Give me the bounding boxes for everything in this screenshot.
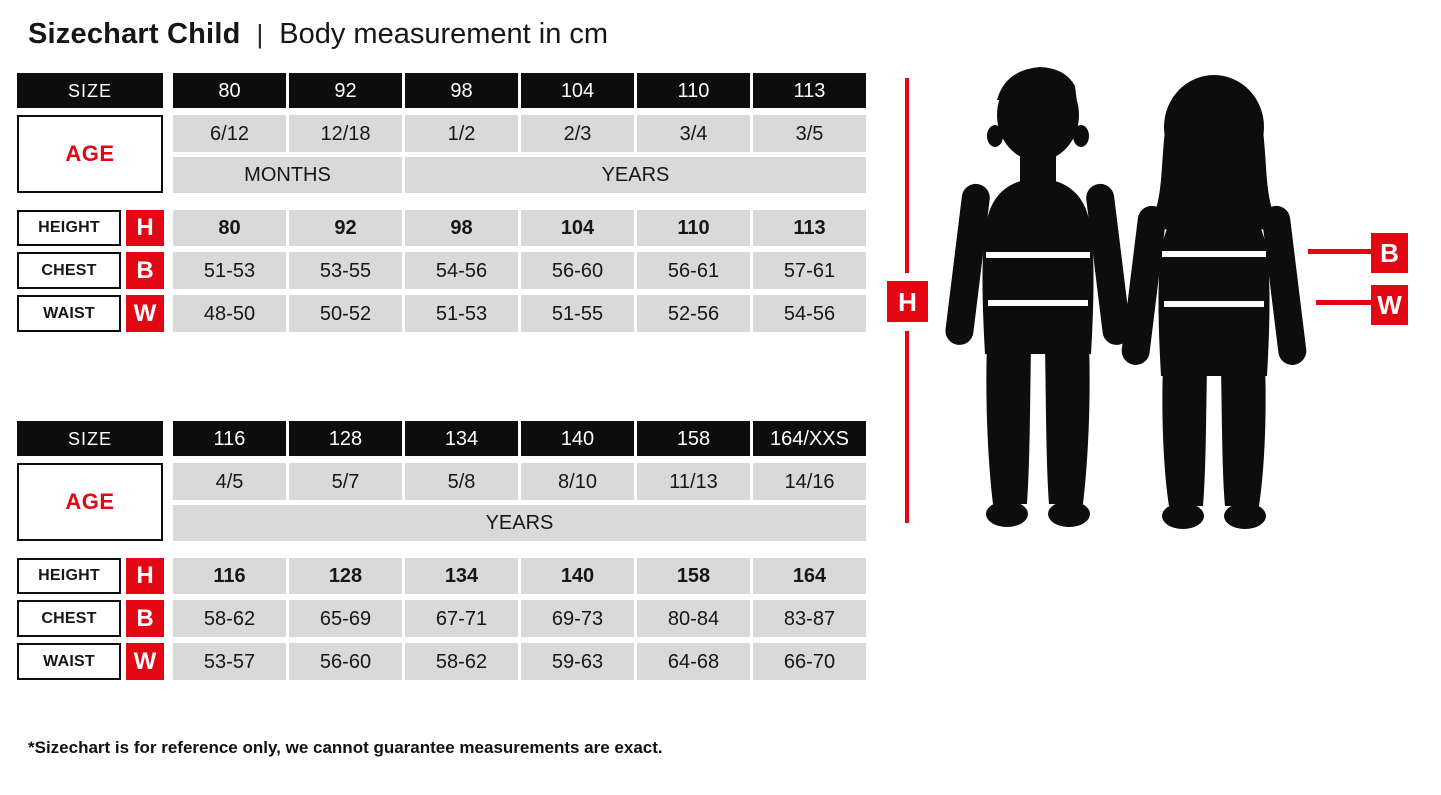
- waist-cell: 52-56: [637, 295, 750, 332]
- age-cell: 3/4: [637, 115, 750, 152]
- chest-letter-badge: B: [126, 252, 164, 289]
- size-row-label: SIZE: [17, 421, 163, 456]
- waist-letter-badge: W: [126, 295, 164, 332]
- height-letter-badge: H: [126, 210, 164, 246]
- height-cell: 80: [173, 210, 286, 246]
- size-cell: 164/XXS: [753, 421, 866, 456]
- unit-years-band: YEARS: [405, 157, 866, 193]
- height-letter-badge: H: [126, 558, 164, 594]
- size-cell: 134: [405, 421, 518, 456]
- title-separator: |: [256, 19, 264, 49]
- age-cell: 12/18: [289, 115, 402, 152]
- waist-row-label: WAIST: [17, 643, 121, 680]
- figure-waist-badge: W: [1371, 285, 1408, 325]
- age-cell: 5/8: [405, 463, 518, 500]
- chest-row-label: CHEST: [17, 600, 121, 637]
- boy-measure-lines: [986, 252, 1090, 306]
- waist-cell: 51-53: [405, 295, 518, 332]
- height-cell: 92: [289, 210, 402, 246]
- waist-cell: 59-63: [521, 643, 634, 680]
- chest-row-label: CHEST: [17, 252, 121, 289]
- age-cell: 11/13: [637, 463, 750, 500]
- size-cell: 110: [637, 73, 750, 108]
- height-cell: 113: [753, 210, 866, 246]
- size-cell: 104: [521, 73, 634, 108]
- chest-cell: 51-53: [173, 252, 286, 289]
- height-measure-line-bottom: [905, 331, 909, 523]
- size-cell: 140: [521, 421, 634, 456]
- age-cell: 3/5: [753, 115, 866, 152]
- size-cell: 158: [637, 421, 750, 456]
- girl-measure-lines: [1162, 251, 1266, 307]
- age-cell: 6/12: [173, 115, 286, 152]
- girl-figure-icon: [1121, 75, 1307, 529]
- figure-height-badge: H: [887, 281, 928, 322]
- height-cell: 110: [637, 210, 750, 246]
- waist-cell: 50-52: [289, 295, 402, 332]
- waist-cell: 66-70: [753, 643, 866, 680]
- boy-body: [945, 67, 1131, 527]
- waist-letter-badge: W: [126, 643, 164, 680]
- chest-cell: 53-55: [289, 252, 402, 289]
- waist-cell: 51-55: [521, 295, 634, 332]
- waist-cell: 64-68: [637, 643, 750, 680]
- size-row-label: SIZE: [17, 73, 163, 108]
- waist-cell: 56-60: [289, 643, 402, 680]
- waist-row-label: WAIST: [17, 295, 121, 332]
- footnote: *Sizechart is for reference only, we can…: [28, 738, 663, 757]
- title-main: Sizechart Child: [28, 18, 241, 50]
- age-cell: 14/16: [753, 463, 866, 500]
- age-cell: 2/3: [521, 115, 634, 152]
- waist-pointer-line: [1316, 300, 1371, 305]
- title-subtitle: Body measurement in cm: [279, 18, 609, 50]
- page-title: Sizechart Child | Body measurement in cm: [28, 18, 608, 51]
- height-cell: 104: [521, 210, 634, 246]
- waist-cell: 58-62: [405, 643, 518, 680]
- chest-cell: 56-61: [637, 252, 750, 289]
- height-measure-line-top: [905, 78, 909, 273]
- boy-figure-icon: [945, 67, 1131, 527]
- height-cell: 164: [753, 558, 866, 594]
- age-cell: 8/10: [521, 463, 634, 500]
- height-cell: 158: [637, 558, 750, 594]
- height-cell: 128: [289, 558, 402, 594]
- age-row-label: AGE: [17, 115, 163, 193]
- height-cell: 134: [405, 558, 518, 594]
- chest-cell: 67-71: [405, 600, 518, 637]
- waist-cell: 53-57: [173, 643, 286, 680]
- size-cell: 92: [289, 73, 402, 108]
- chest-cell: 57-61: [753, 252, 866, 289]
- chest-cell: 58-62: [173, 600, 286, 637]
- size-cell: 116: [173, 421, 286, 456]
- age-cell: 4/5: [173, 463, 286, 500]
- age-cell: 5/7: [289, 463, 402, 500]
- height-cell: 116: [173, 558, 286, 594]
- chest-letter-badge: B: [126, 600, 164, 637]
- chest-cell: 80-84: [637, 600, 750, 637]
- chest-cell: 54-56: [405, 252, 518, 289]
- waist-cell: 54-56: [753, 295, 866, 332]
- girl-body: [1121, 75, 1307, 529]
- chest-pointer-line: [1308, 249, 1371, 254]
- height-cell: 98: [405, 210, 518, 246]
- unit-months-band: MONTHS: [173, 157, 402, 193]
- waist-cell: 48-50: [173, 295, 286, 332]
- height-row-label: HEIGHT: [17, 210, 121, 246]
- size-cell: 128: [289, 421, 402, 456]
- chest-cell: 69-73: [521, 600, 634, 637]
- size-cell: 98: [405, 73, 518, 108]
- size-cell: 113: [753, 73, 866, 108]
- figure-chest-badge: B: [1371, 233, 1408, 273]
- unit-years-band: YEARS: [173, 505, 866, 541]
- height-cell: 140: [521, 558, 634, 594]
- age-row-label: AGE: [17, 463, 163, 541]
- chest-cell: 56-60: [521, 252, 634, 289]
- chest-cell: 83-87: [753, 600, 866, 637]
- height-row-label: HEIGHT: [17, 558, 121, 594]
- age-cell: 1/2: [405, 115, 518, 152]
- chest-cell: 65-69: [289, 600, 402, 637]
- size-cell: 80: [173, 73, 286, 108]
